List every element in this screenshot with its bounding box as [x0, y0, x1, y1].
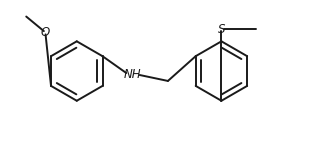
Text: NH: NH — [123, 67, 141, 80]
Text: O: O — [40, 26, 50, 39]
Text: S: S — [218, 23, 225, 36]
